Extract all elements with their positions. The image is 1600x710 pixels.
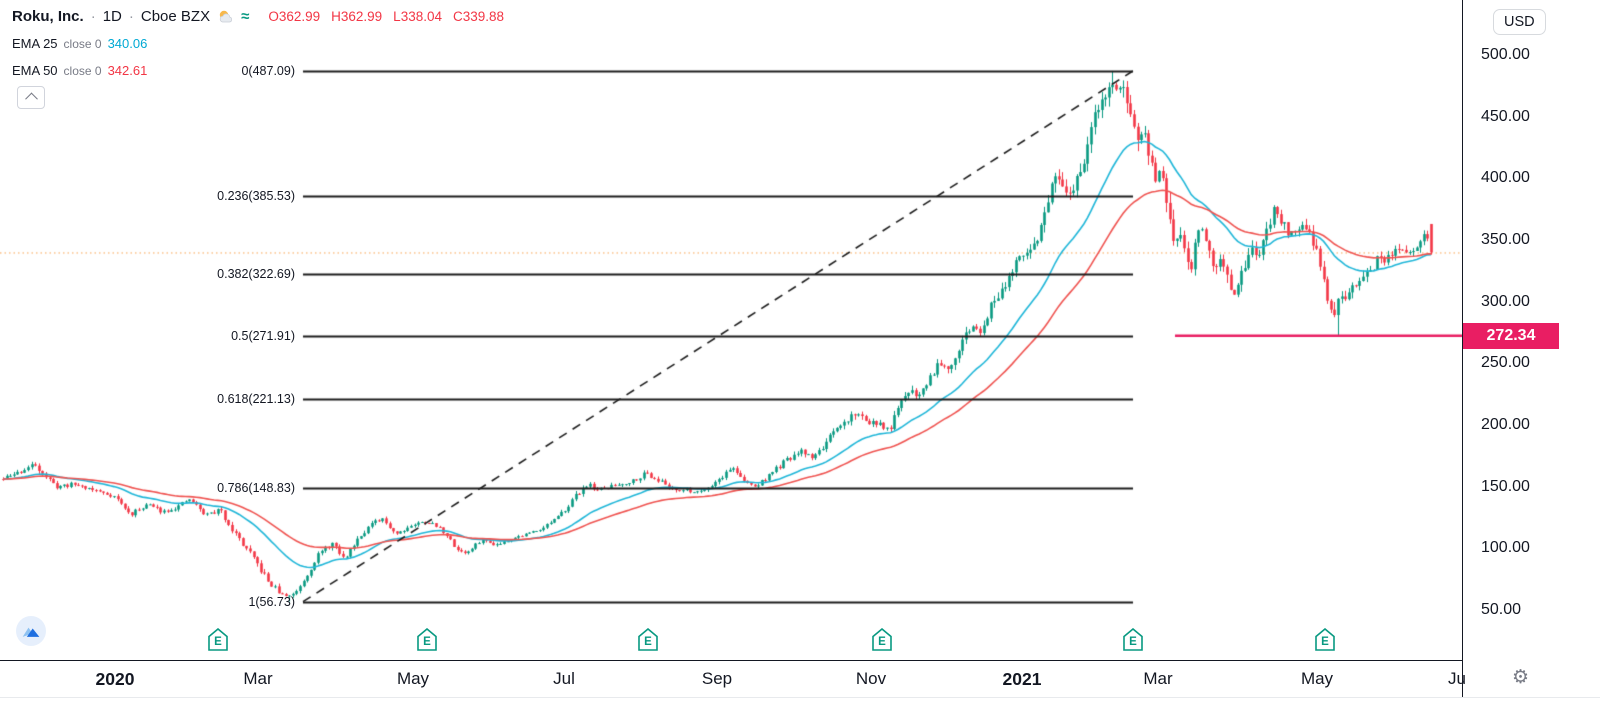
open-value: O362.99: [268, 9, 321, 24]
currency-button[interactable]: USD: [1493, 9, 1546, 35]
time-label: Ju: [1448, 669, 1466, 688]
support-price-flag: 272.34: [1463, 322, 1559, 349]
earnings-marker[interactable]: E: [208, 627, 228, 651]
price-tick-label: 450.00: [1481, 107, 1530, 125]
price-tick-label: 350.00: [1481, 230, 1530, 248]
price-tick-label: 50.00: [1481, 600, 1522, 618]
svg-text:E: E: [214, 636, 222, 648]
price-tick-label: 250.00: [1481, 354, 1530, 372]
earnings-marker[interactable]: E: [417, 627, 437, 651]
separator-dot: ·: [128, 8, 134, 25]
svg-text:E: E: [423, 636, 431, 648]
earnings-marker[interactable]: E: [1315, 627, 1335, 651]
exchange-label[interactable]: Cboe BZX: [140, 8, 211, 25]
area-chart-icon[interactable]: [16, 616, 46, 646]
fib-level-label: 0.618(221.13): [217, 391, 295, 406]
svg-text:E: E: [644, 636, 652, 648]
earnings-marker[interactable]: E: [638, 627, 658, 651]
time-label: Nov: [855, 669, 887, 688]
indicator-title: EMA 50: [12, 63, 58, 78]
time-label: May: [396, 669, 430, 688]
price-tick-label: 400.00: [1481, 169, 1530, 187]
time-label: Sep: [701, 669, 733, 688]
chart-legend-header: Roku, Inc. · 1D · Cboe BZX ≈ O362.99 H36…: [12, 8, 504, 25]
price-tick-label: 200.00: [1481, 415, 1530, 433]
bottom-strip: [0, 697, 1600, 710]
price-tick-label: 100.00: [1481, 539, 1530, 557]
fib-level-label: 0.236(385.53): [217, 189, 295, 204]
price-tick-label: 150.00: [1481, 477, 1530, 495]
price-tick-label: 500.00: [1481, 46, 1530, 63]
svg-text:E: E: [1129, 636, 1137, 648]
settings-gear-icon[interactable]: ⚙: [1512, 666, 1530, 688]
svg-text:E: E: [1321, 636, 1329, 648]
fib-level-label: 0.5(271.91): [231, 329, 295, 344]
interval-label[interactable]: 1D: [102, 8, 122, 25]
chevron-up-icon: [24, 92, 38, 106]
market-status-icon[interactable]: [217, 9, 234, 24]
ohlc-values: O362.99 H362.99 L338.04 C339.88: [268, 9, 504, 24]
symbol-name[interactable]: Roku, Inc.: [12, 8, 84, 25]
fib-level-label: 1(56.73): [248, 594, 295, 609]
indicator-legend-ema50[interactable]: EMA 50 close 0 342.61: [12, 63, 147, 78]
earnings-marker[interactable]: E: [1123, 627, 1143, 651]
indicator-title: EMA 25: [12, 36, 58, 51]
time-label: May: [1300, 669, 1334, 688]
fib-level-label: 0(487.09): [241, 63, 295, 78]
time-scale-pane[interactable]: 2020 Mar May Jul Sep Nov 2021 Mar May Ju: [0, 660, 1466, 698]
time-label: Mar: [243, 669, 273, 688]
fib-level-label: 0.382(322.69): [217, 266, 295, 281]
fib-labels-layer: 0(487.09) 0.236(385.53) 0.382(322.69) 0.5(2…: [0, 0, 295, 660]
indicator-legend-ema25[interactable]: EMA 25 close 0 340.06: [12, 36, 147, 51]
indicator-value: 342.61: [107, 63, 148, 78]
earnings-marker[interactable]: E: [872, 627, 892, 651]
legend-collapse-button[interactable]: [17, 86, 45, 109]
price-chart[interactable]: [0, 0, 1462, 660]
svg-text:E: E: [878, 636, 886, 648]
session-wave-icon[interactable]: ≈: [241, 8, 250, 25]
separator-dot: ·: [90, 8, 96, 25]
price-tick-label: 300.00: [1481, 292, 1530, 310]
indicator-value: 340.06: [107, 36, 148, 51]
low-value: L338.04: [393, 9, 442, 24]
time-label: Mar: [1143, 669, 1173, 688]
close-value: C339.88: [452, 9, 505, 24]
time-label: 2021: [1002, 669, 1042, 689]
time-label: 2020: [95, 669, 135, 689]
fib-level-label: 0.786(148.83): [217, 481, 295, 496]
high-value: H362.99: [331, 9, 383, 24]
indicator-params: close 0: [63, 64, 102, 78]
indicator-params: close 0: [63, 37, 102, 51]
time-label: Jul: [553, 669, 575, 688]
